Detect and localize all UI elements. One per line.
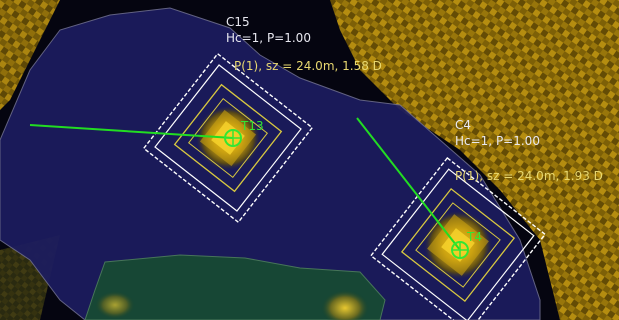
c15-stats: Hc=1, P=1.00 (226, 31, 311, 45)
green-region[interactable] (84, 254, 386, 320)
green-blob (321, 290, 369, 320)
c4-track-line[interactable] (356, 117, 461, 251)
blue-region[interactable] (0, 7, 541, 320)
c4-track-label: T4 (466, 230, 482, 244)
c15-track-label: T13 (240, 119, 264, 133)
c4-target-blob (410, 197, 506, 293)
c15-track-line[interactable] (29, 124, 234, 139)
c15-yellow-gate-outer (173, 83, 283, 193)
cluster-c4[interactable] (369, 156, 547, 320)
c4-outer-gate (369, 156, 547, 320)
c4-measure: P(1), sz = 24.0m, 1.93 D (455, 169, 603, 183)
c4-name: C4 (455, 118, 471, 132)
c4-stats: Hc=1, P=1.00 (455, 134, 540, 148)
green-blob-left (95, 291, 135, 319)
c15-measure: P(1), sz = 24.0m, 1.58 D (234, 59, 382, 73)
c15-track-marker[interactable] (224, 129, 242, 147)
c4-yellow-gate-outer (400, 187, 516, 303)
c4-white-gate (381, 168, 535, 320)
clutter-right (330, 0, 619, 320)
c4-track-marker[interactable] (451, 241, 469, 259)
c15-yellow-gate-inner (187, 97, 269, 179)
c15-white-gate (154, 64, 302, 212)
c4-yellow-gate-inner (415, 202, 501, 288)
c15-outer-gate (142, 52, 314, 224)
clutter-top-left (0, 0, 60, 110)
c15-name: C15 (226, 15, 250, 29)
